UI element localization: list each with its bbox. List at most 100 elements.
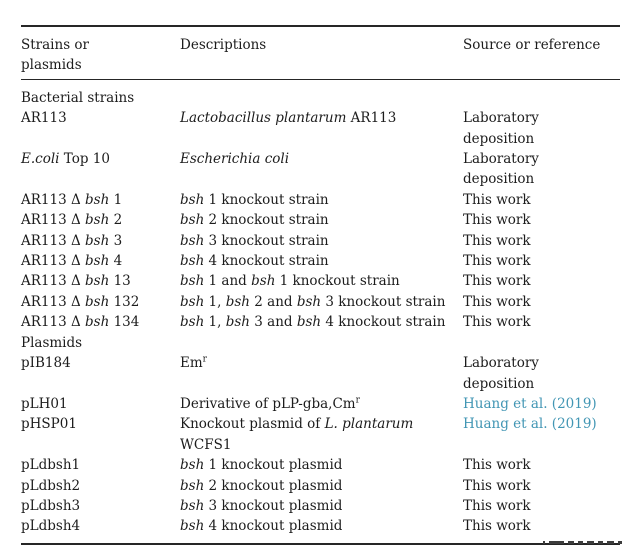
table-cell: This work — [463, 251, 620, 271]
cell-text: 3 and — [250, 314, 297, 331]
table-cell: AR113 Δ bsh 134 — [21, 312, 180, 332]
cell-text: 1 knockout strain — [275, 273, 400, 290]
cell-text: 3 knockout plasmid — [204, 497, 343, 514]
row-ar113-bsh2: AR113 Δ bsh 2 bsh 2 knockout strain This w… — [21, 210, 620, 230]
cell-text: 134 — [109, 314, 140, 331]
cell-text: bsh — [180, 314, 205, 331]
cell-text: bsh — [180, 518, 205, 535]
cell-text: 2 and — [250, 293, 297, 310]
cell-text: AR113 — [21, 110, 67, 127]
row-ar113-bsh134: AR113 Δ bsh 134 bsh 1, bsh 3 and bsh 4 kn… — [21, 312, 620, 332]
table-cell: pIB184 — [21, 353, 180, 394]
table-cell: This work — [463, 210, 620, 230]
table-cell: bsh 2 knockout plasmid — [180, 476, 463, 496]
cutoff-dash — [543, 541, 545, 544]
cell-text: AR113 Δ — [21, 232, 86, 249]
cutoff-dash — [618, 541, 622, 544]
cell-text: 1 knockout plasmid — [204, 457, 343, 474]
cell-text: Laboratory — [463, 110, 539, 127]
table-cell — [180, 79, 463, 108]
cell-text: bsh — [85, 293, 110, 310]
cell-text: 3 knockout strain — [204, 232, 329, 249]
table-cell: This work — [463, 271, 620, 291]
table-cell: AR113 Δ bsh 3 — [21, 231, 180, 251]
table-cell — [463, 79, 620, 108]
row-ar113-bsh132: AR113 Δ bsh 132 bsh 1, bsh 2 and bsh 3 kn… — [21, 292, 620, 312]
header-strains-or-plasmids: Strains or plasmids — [21, 26, 180, 80]
table-cell: bsh 3 knockout plasmid — [180, 496, 463, 516]
cell-text: AR113 Δ — [21, 191, 86, 208]
cell-text: bsh — [225, 314, 250, 331]
cell-text: 4 knockout plasmid — [204, 518, 343, 535]
cell-text: This work — [463, 212, 531, 229]
table-cell: Laboratory deposition — [463, 353, 620, 394]
table-cell: AR113 Δ bsh 4 — [21, 251, 180, 271]
table-cell: pLdbsh1 — [21, 455, 180, 475]
cell-text: Derivative of pLP-gba,Cm — [180, 395, 356, 412]
cell-text: pHSP01 — [21, 416, 77, 433]
table-cell: bsh 2 knockout strain — [180, 210, 463, 230]
table-cell: Bacterial strains — [21, 79, 180, 108]
table-cell: This work — [463, 231, 620, 251]
cell-text: 1 knockout strain — [204, 191, 329, 208]
cell-text: AR113 — [346, 110, 397, 127]
cell-text: bsh — [180, 232, 205, 249]
cell-text: bsh — [85, 232, 110, 249]
row-ar113-bsh4: AR113 Δ bsh 4 bsh 4 knockout strain This w… — [21, 251, 620, 271]
table-cell: AR113 — [21, 108, 180, 149]
cell-text: AR113 Δ — [21, 314, 86, 331]
cell-text: This work — [463, 457, 531, 474]
table-cell: E.coli Top 10 — [21, 149, 180, 190]
table-cell: Plasmids — [21, 333, 180, 353]
cell-text: Laboratory — [463, 151, 539, 168]
table-cell — [180, 333, 463, 353]
cell-text: bsh — [180, 273, 205, 290]
table-cell: bsh 1 and bsh 1 knockout strain — [180, 271, 463, 291]
cell-text: 2 — [109, 212, 123, 229]
citation-link[interactable]: Huang et al. (2019) — [463, 416, 597, 433]
cell-text: This work — [463, 477, 531, 494]
cutoff-dash — [549, 541, 564, 544]
cell-text: pLdbsh4 — [21, 518, 81, 535]
cell-text: AR113 Δ — [21, 293, 86, 310]
cell-text: bsh — [180, 212, 205, 229]
cutoff-dash — [598, 541, 603, 544]
table-cell: Emr — [180, 353, 463, 394]
cell-text: L. plantarum — [324, 416, 414, 433]
table-cell: AR113 Δ bsh 2 — [21, 210, 180, 230]
section-plasmids: Plasmids — [21, 333, 620, 353]
section-bacterial-strains: Bacterial strains — [21, 79, 620, 108]
header-source-or-reference: Source or reference — [463, 26, 620, 80]
cell-text: WCFS1 — [180, 436, 232, 453]
row-ecoli-top10: E.coli Top 10 Escherichia coli Laboratory d… — [21, 149, 620, 190]
table-cell: Huang et al. (2019) — [463, 414, 620, 455]
cell-text: r — [202, 354, 207, 365]
cell-text: bsh — [180, 497, 205, 514]
cell-text: bsh — [85, 273, 110, 290]
cell-text: bsh — [85, 253, 110, 270]
strains-plasmids-table: Strains or plasmids Descriptions Source … — [21, 25, 620, 545]
cell-text: 1, — [204, 314, 226, 331]
cell-text: pLdbsh1 — [21, 457, 81, 474]
cell-text: Lactobacillus plantarum — [180, 110, 347, 127]
cell-text: Laboratory — [463, 355, 539, 372]
cell-text: This work — [463, 497, 531, 514]
cell-text: 1 — [109, 191, 123, 208]
cell-text: bsh — [225, 293, 250, 310]
table-cell: AR113 Δ bsh 132 — [21, 292, 180, 312]
row-plh01: pLH01 Derivative of pLP-gba,Cmr Huang et a… — [21, 394, 620, 414]
row-pldbsh1: pLdbsh1 bsh 1 knockout plasmid This work — [21, 455, 620, 475]
row-pldbsh4: pLdbsh4 bsh 4 knockout plasmid This work — [21, 516, 620, 543]
cell-text: Escherichia coli — [180, 151, 290, 168]
cell-text: 1 and — [204, 273, 252, 290]
cell-text: 2 knockout plasmid — [204, 477, 343, 494]
row-pldbsh2: pLdbsh2 bsh 2 knockout plasmid This work — [21, 476, 620, 496]
table-cell: This work — [463, 292, 620, 312]
citation-link[interactable]: Huang et al. (2019) — [463, 395, 597, 412]
cell-text: bsh — [85, 212, 110, 229]
row-pib184: pIB184 Emr Laboratory deposition — [21, 353, 620, 394]
cell-text: pIB184 — [21, 355, 71, 372]
cell-text: 132 — [109, 293, 140, 310]
cutoff-dash — [587, 541, 594, 544]
